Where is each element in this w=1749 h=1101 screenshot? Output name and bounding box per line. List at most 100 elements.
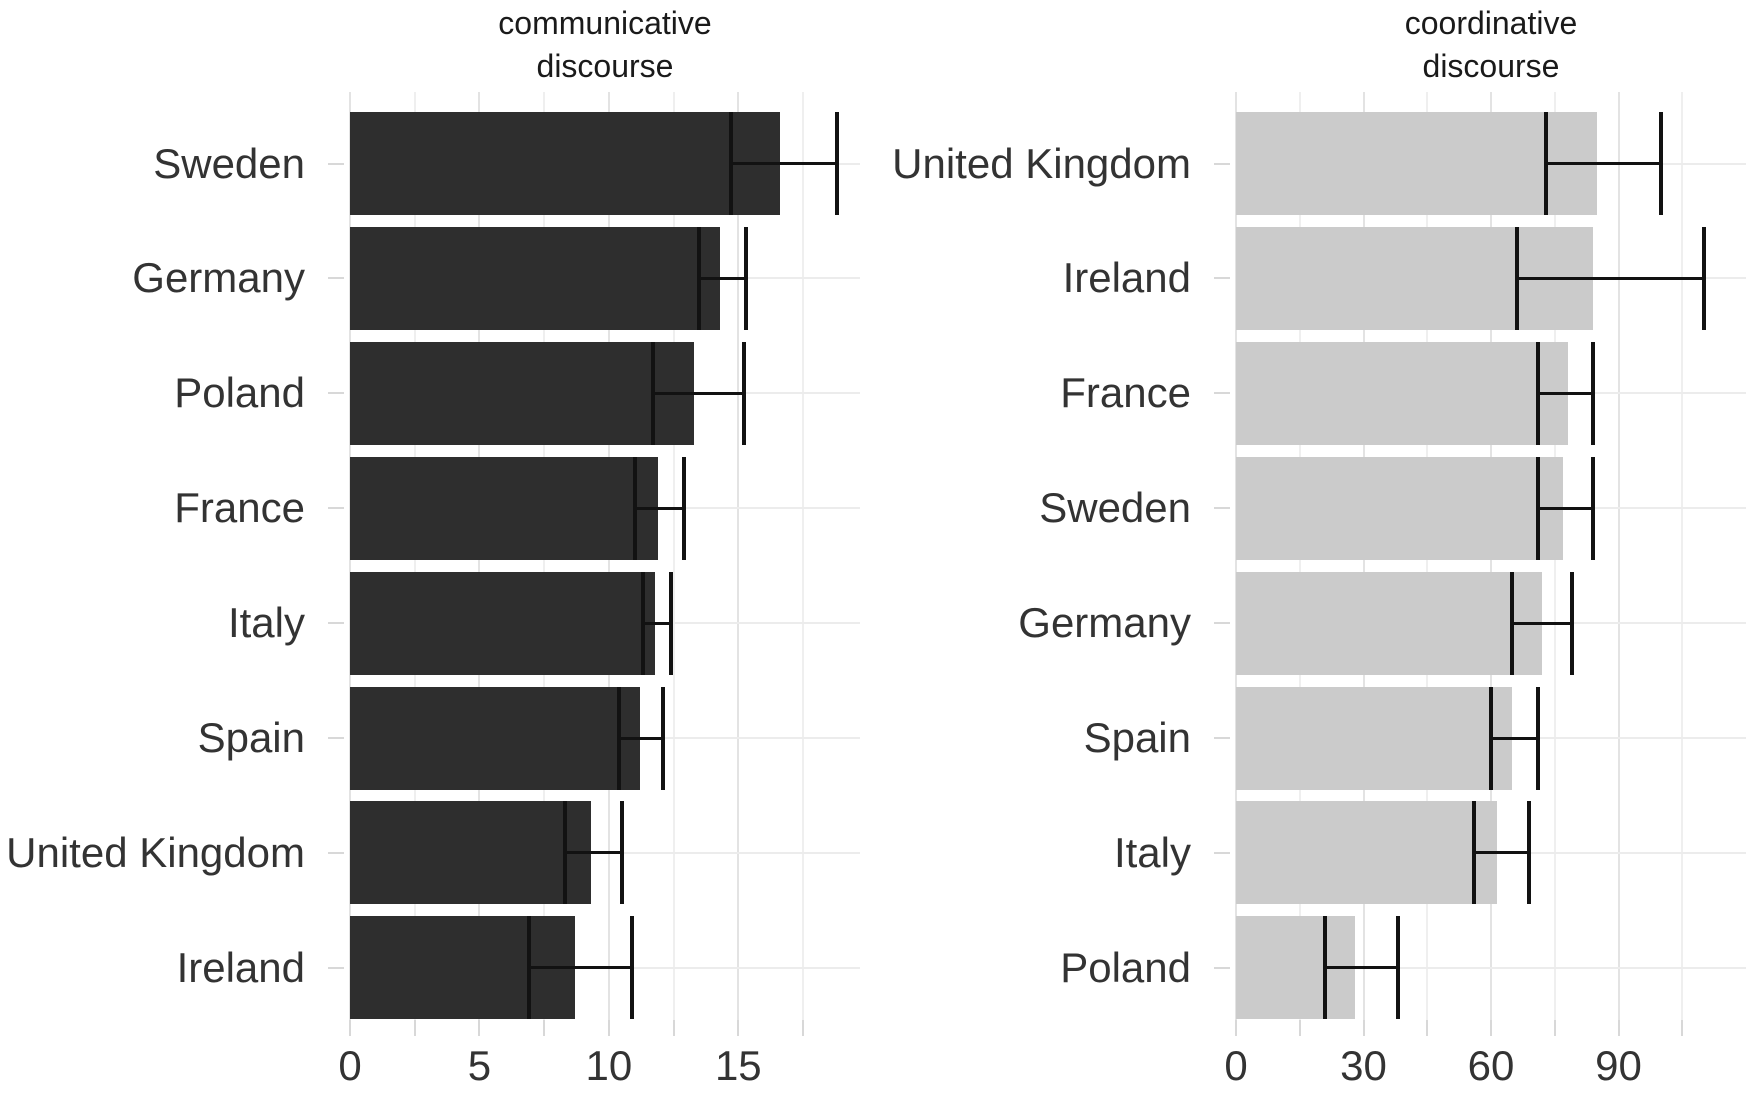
y-axis-label-france: France — [1060, 369, 1191, 417]
error-bar-cap-low-united-kingdom — [1544, 112, 1549, 215]
x-tick-mark — [1617, 1020, 1620, 1036]
error-bar-cap-high-united-kingdom — [1659, 112, 1663, 215]
error-bar-cap-low-italy — [1472, 801, 1476, 905]
error-bar-cap-high-poland — [741, 341, 746, 445]
x-tick-mark — [1681, 1020, 1684, 1036]
y-tick-mark — [328, 851, 344, 854]
x-tick-label: 30 — [1340, 1042, 1387, 1089]
x-tick-mark — [1362, 1020, 1365, 1036]
x-tick-mark — [802, 1020, 805, 1036]
y-tick-mark — [328, 737, 344, 739]
y-axis-label-spain: Spain — [197, 714, 305, 761]
bar-sweden — [1236, 456, 1564, 560]
x-tick-label: 10 — [585, 1042, 633, 1089]
x-tick-label: 15 — [714, 1042, 762, 1089]
error-bar-cap-high-spain — [661, 686, 666, 790]
error-bar-cap-high-germany — [1569, 571, 1574, 675]
error-bar-line-united-kingdom — [1546, 162, 1661, 165]
error-bar-line-spain — [619, 736, 664, 740]
y-axis-label-ireland: Ireland — [1062, 254, 1191, 302]
bar-italy — [1236, 801, 1498, 905]
y-axis-label-sweden: Sweden — [153, 139, 305, 187]
chart-title-communicative: communicative discourse — [350, 2, 860, 88]
error-bar-line-france — [634, 506, 684, 510]
y-axis-label-italy: Italy — [1113, 828, 1191, 876]
error-bar-cap-high-sweden — [1591, 456, 1595, 560]
gridline-major — [737, 92, 740, 1020]
error-bar-line-spain — [1491, 736, 1538, 740]
bar-germany — [1236, 571, 1542, 675]
row-gridline — [1236, 966, 1746, 969]
error-bar-line-sweden — [730, 162, 837, 165]
gridline-major — [1617, 92, 1620, 1020]
error-bar-cap-low-ireland — [526, 916, 531, 1020]
x-tick-label: 60 — [1467, 1042, 1515, 1089]
y-tick-mark — [1214, 392, 1230, 395]
gridline-minor — [672, 92, 675, 1020]
error-bar-cap-high-united-kingdom — [619, 801, 624, 905]
title-line: coordinative — [1404, 5, 1578, 41]
gridline-minor — [802, 92, 805, 1020]
bar-united-kingdom — [1236, 112, 1598, 215]
error-bar-cap-low-poland — [650, 341, 655, 445]
error-bar-line-germany — [699, 276, 747, 280]
error-bar-line-united-kingdom — [564, 851, 622, 855]
error-bar-line-ireland — [1516, 276, 1704, 280]
y-tick-mark — [1214, 277, 1230, 280]
error-bar-cap-low-poland — [1323, 916, 1328, 1020]
y-tick-mark — [328, 507, 344, 510]
x-tick-mark — [413, 1020, 416, 1036]
error-bar-line-ireland — [528, 966, 633, 970]
y-axis-label-spain: Spain — [1083, 714, 1191, 761]
chart-title-coordinative: coordinative discourse — [1236, 2, 1746, 88]
x-tick-label: 0 — [1224, 1042, 1248, 1089]
x-tick-mark — [1553, 1020, 1556, 1036]
bar-united-kingdom — [350, 801, 591, 905]
error-bar-cap-low-spain — [617, 686, 622, 790]
error-bar-cap-high-spain — [1535, 686, 1540, 790]
x-tick-mark — [478, 1020, 481, 1036]
x-tick-label: 0 — [338, 1042, 362, 1089]
title-line: discourse — [536, 48, 674, 84]
error-bar-cap-low-spain — [1489, 686, 1493, 790]
bar-italy — [350, 571, 656, 675]
error-bar-cap-low-germany — [697, 226, 702, 330]
x-tick-mark — [672, 1020, 675, 1036]
error-bar-line-poland — [1325, 966, 1398, 970]
gridline-minor — [1681, 92, 1684, 1020]
error-bar-line-poland — [652, 391, 744, 395]
y-tick-mark — [328, 277, 344, 280]
error-bar-line-france — [1537, 391, 1593, 395]
y-tick-mark — [1214, 507, 1230, 510]
error-bar-cap-low-italy — [640, 571, 645, 675]
error-bar-cap-low-france — [1535, 341, 1540, 445]
error-bar-cap-high-france — [681, 456, 686, 560]
title-line: communicative — [498, 5, 712, 41]
error-bar-cap-high-germany — [744, 226, 749, 330]
x-tick-mark — [349, 1020, 351, 1036]
y-axis-label-poland: Poland — [174, 369, 305, 417]
x-tick-mark — [737, 1020, 740, 1036]
x-tick-mark — [1298, 1020, 1301, 1036]
y-axis-label-sweden: Sweden — [1039, 484, 1191, 532]
bar-sweden — [350, 112, 780, 215]
bar-france — [1236, 341, 1568, 445]
error-bar-cap-high-france — [1591, 341, 1595, 445]
error-bar-cap-low-germany — [1510, 571, 1515, 675]
error-bar-cap-low-sweden — [1535, 456, 1540, 560]
y-tick-mark — [1214, 737, 1230, 739]
x-tick-mark — [607, 1020, 610, 1036]
x-tick-mark — [1490, 1020, 1492, 1036]
bar-spain — [1236, 686, 1513, 790]
x-tick-mark — [543, 1020, 546, 1036]
y-axis-label-germany: Germany — [1018, 599, 1191, 647]
y-tick-mark — [1214, 162, 1230, 165]
x-tick-mark — [1235, 1020, 1237, 1036]
y-axis-label-united-kingdom: United Kingdom — [892, 139, 1191, 187]
y-axis-label-ireland: Ireland — [176, 943, 305, 991]
error-bar-cap-high-ireland — [1701, 226, 1706, 330]
error-bar-cap-low-sweden — [728, 112, 733, 215]
y-axis-label-germany: Germany — [132, 254, 305, 302]
y-tick-mark — [328, 622, 344, 625]
error-bar-cap-high-ireland — [630, 916, 635, 1020]
